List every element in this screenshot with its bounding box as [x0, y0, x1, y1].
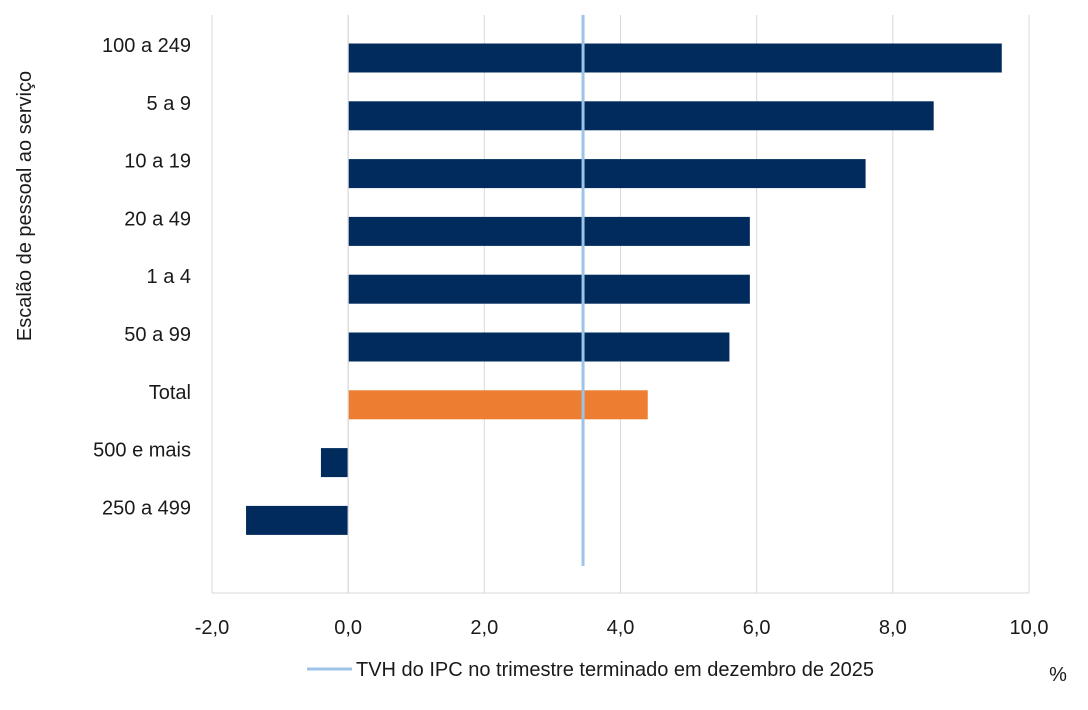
x-tick-label: -2,0 — [195, 617, 229, 639]
category-label: 250 a 499 — [102, 497, 191, 519]
bar-8 — [246, 505, 349, 535]
x-tick-label: 10,0 — [1010, 617, 1049, 639]
category-label: 500 e mais — [93, 440, 191, 462]
legend: TVH do IPC no trimestre terminado em dez… — [307, 659, 874, 681]
bar-5 — [348, 332, 730, 362]
category-label: Total — [149, 382, 191, 404]
category-label: 1 a 4 — [147, 266, 191, 288]
category-label: 5 a 9 — [147, 93, 191, 115]
bar-4 — [348, 274, 750, 304]
category-label: 10 a 19 — [124, 151, 191, 173]
x-tick-labels: -2,0 0,0 2,0 4,0 6,0 8,0 10,0 — [195, 617, 1049, 639]
category-label: 50 a 99 — [124, 324, 191, 346]
x-tick-label: 6,0 — [743, 617, 771, 639]
x-tick-label: 0,0 — [334, 617, 362, 639]
y-axis-title: Escalão de pessoal ao serviço — [14, 71, 36, 341]
legend-label: TVH do IPC no trimestre terminado em dez… — [356, 659, 874, 681]
x-tick-label: 4,0 — [607, 617, 635, 639]
x-tick-label: 2,0 — [470, 617, 498, 639]
category-labels: 100 a 249 5 a 9 10 a 19 20 a 49 1 a 4 50 a 99… — [93, 35, 191, 519]
unit-label: % — [1049, 664, 1067, 686]
bar-2 — [348, 159, 866, 189]
bar-1 — [348, 101, 934, 131]
category-label: 20 a 49 — [124, 208, 191, 230]
bar-7 — [320, 448, 349, 478]
bars — [246, 43, 1002, 535]
axes — [211, 15, 1029, 594]
bar-6 — [348, 390, 648, 420]
bar-3 — [348, 216, 750, 246]
category-label: 100 a 249 — [102, 35, 191, 57]
x-tick-label: 8,0 — [879, 617, 907, 639]
bar-0 — [348, 43, 1002, 73]
